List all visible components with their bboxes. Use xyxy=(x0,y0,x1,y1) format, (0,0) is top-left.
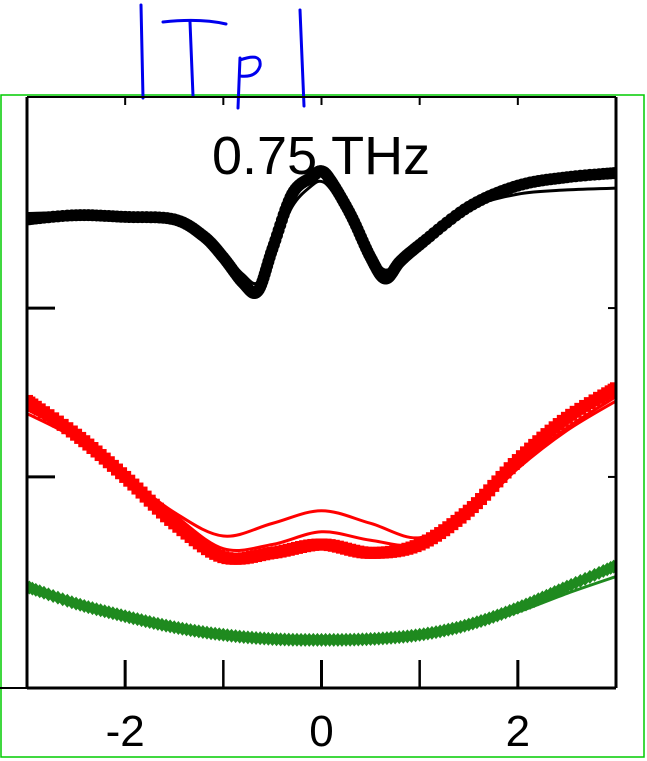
x-tick-label: -2 xyxy=(106,707,145,756)
annotation-frequency: 0.75 THz xyxy=(212,126,430,186)
handwritten-note xyxy=(139,3,306,110)
series-4-fit-line xyxy=(27,395,616,540)
series-6-fit-line xyxy=(27,575,616,643)
series-group xyxy=(27,165,616,647)
series-0-line xyxy=(27,169,616,295)
x-tick-label: 2 xyxy=(506,707,530,756)
outer-frame xyxy=(0,94,645,758)
plot-area xyxy=(27,165,616,647)
series-1-fit-line xyxy=(27,179,616,286)
series-2-point xyxy=(610,382,616,395)
x-tick-label: 0 xyxy=(309,707,333,756)
ticks: -2 0 2 xyxy=(25,97,618,756)
